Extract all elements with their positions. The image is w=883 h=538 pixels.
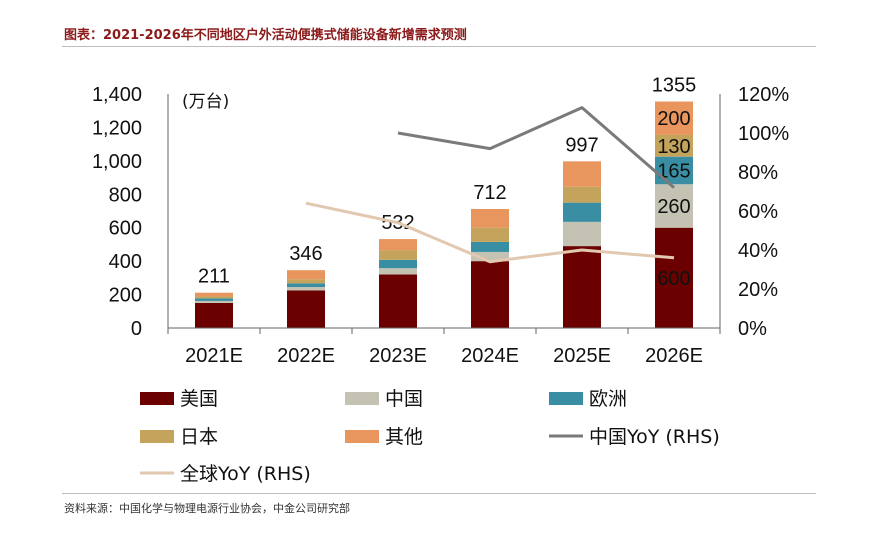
y-left-tick-label: 200 [109, 285, 142, 307]
y-right-tick-label: 20% [738, 279, 778, 301]
bar-segment-other [195, 292, 233, 297]
y-left-tick-label: 1,000 [92, 151, 142, 173]
source-note: 资料来源：中国化学与物理电源行业协会，中金公司研究部 [64, 502, 350, 515]
bar-total-label: 712 [473, 182, 506, 204]
source-rule [62, 493, 816, 494]
x-tick-label: 2025E [553, 345, 611, 367]
data-label-other: 200 [657, 108, 690, 130]
bar-segment-china [655, 184, 693, 228]
data-label-japan: 130 [657, 136, 690, 158]
bar-segment-other [379, 239, 417, 251]
bar-total-label: 997 [565, 134, 598, 156]
bar-segment-us [471, 261, 509, 328]
legend-swatch-us [140, 392, 174, 405]
legend-label-europe: 欧洲 [589, 388, 627, 410]
y-left-tick-label: 0 [131, 318, 142, 340]
bar-total-label: 346 [289, 243, 322, 265]
line-china-yoy [397, 106, 675, 189]
data-label-china: 260 [657, 196, 690, 218]
bar-segment-europe [655, 156, 693, 185]
y-right-tick-label: 40% [738, 240, 778, 262]
bar-total-label: 211 [198, 266, 230, 288]
bar-segment-other [287, 270, 325, 280]
figure-title: 图表：2021-2026年不同地区户外活动便携式储能设备新增需求预测 [64, 28, 467, 43]
legend-label-us: 美国 [180, 388, 218, 410]
bar-segment-japan [471, 227, 509, 242]
legend-label-china: 中国 [385, 388, 423, 410]
bar-segment-china [379, 268, 417, 275]
bar-segment-japan [379, 250, 417, 260]
bar-segment-other [655, 101, 693, 135]
bar-segment-japan [287, 279, 325, 284]
x-tick-label: 2022E [277, 345, 335, 367]
y-right-tick-label: 120% [738, 84, 789, 106]
legend-label-japan: 日本 [180, 426, 218, 448]
data-label-us: 600 [657, 268, 690, 290]
bar-segment-china [471, 251, 509, 262]
bar-segment-japan [195, 296, 233, 299]
data-label-europe: 165 [657, 160, 690, 182]
bar-segment-europe [379, 259, 417, 269]
y-left-tick-label: 600 [109, 218, 142, 240]
title-rule [62, 46, 816, 47]
x-tick-label: 2021E [185, 345, 243, 367]
y-left-tick-label: 1,400 [92, 84, 142, 106]
bar-segment-us [655, 227, 693, 328]
bar-segment-china [563, 221, 601, 247]
bar-segment-japan [563, 186, 601, 203]
legend-swatch-europe [549, 392, 583, 405]
bar-segment-us [563, 246, 601, 328]
legend-label-global-yoy: 全球YoY (RHS) [180, 463, 311, 485]
legend-label-china-yoy: 中国YoY (RHS) [589, 426, 720, 448]
legend-swatch-china [345, 392, 379, 405]
bar-segment-japan [655, 134, 693, 157]
y-right-tick-label: 80% [738, 162, 778, 184]
bar-segment-us [379, 274, 417, 328]
bar-segment-us [195, 302, 233, 328]
legend-swatch-other [345, 430, 379, 443]
bar-segment-europe [471, 241, 509, 252]
y-left-tick-label: 400 [109, 251, 142, 273]
y-right-tick-label: 60% [738, 201, 778, 223]
x-tick-label: 2024E [461, 345, 519, 367]
bar-segment-china [195, 300, 233, 303]
bar-segment-us [287, 290, 325, 328]
bar-total-label: 1355 [652, 75, 697, 97]
x-tick-label: 2023E [369, 345, 427, 367]
bar-segment-other [471, 208, 509, 228]
y-left-tick-label: 800 [109, 184, 142, 206]
y-left-unit-label: (万台) [182, 92, 229, 112]
y-right-tick-label: 0% [738, 318, 767, 340]
bar-segment-europe [563, 202, 601, 222]
bar-segment-europe [287, 283, 325, 288]
bar-segment-other [563, 161, 601, 187]
line-global-yoy [305, 201, 675, 264]
y-left-tick-label: 1,200 [92, 117, 142, 139]
y-right-tick-label: 100% [738, 123, 789, 145]
legend-swatch-japan [140, 430, 174, 443]
bar-segment-china [287, 287, 325, 291]
bar-segment-europe [195, 298, 233, 301]
legend-label-other: 其他 [385, 426, 423, 448]
x-tick-label: 2026E [645, 345, 703, 367]
